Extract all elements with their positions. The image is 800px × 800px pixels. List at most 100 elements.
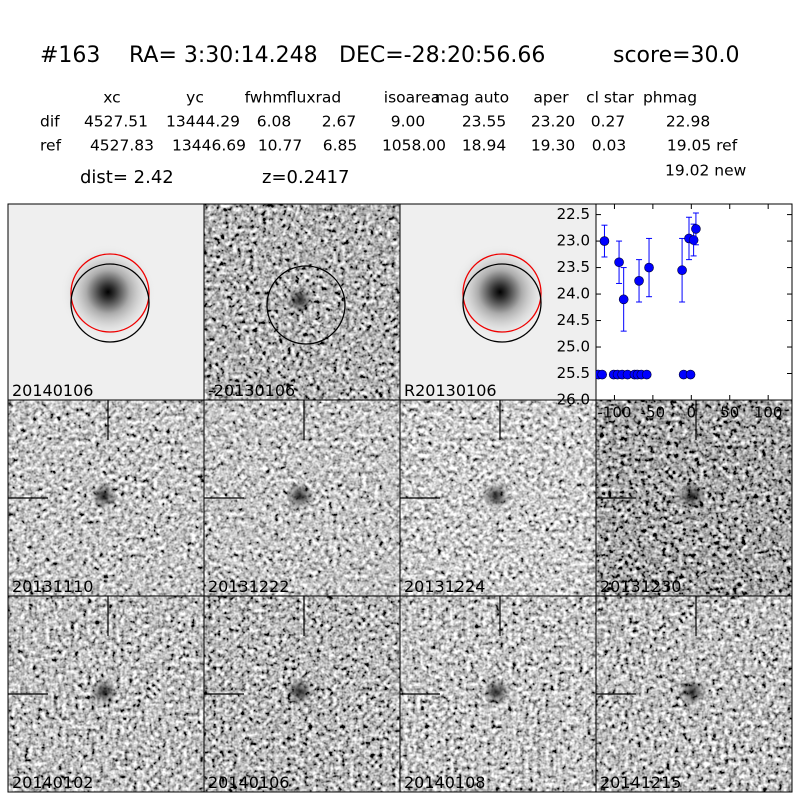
y-tick-label: 24.0 [557, 285, 590, 303]
ra: RA= 3:30:14.248 [129, 43, 318, 68]
image-panel: R20130106 [399, 203, 597, 401]
panel-label: R20130106 [404, 381, 497, 400]
aperture-ref [462, 253, 542, 333]
y-tick-label: 25.0 [557, 338, 590, 356]
panel-label: 20131224 [404, 577, 485, 596]
point [688, 235, 699, 245]
panel-label: 20141215 [600, 773, 681, 792]
image-panel: 20140106 [7, 203, 205, 401]
y-tick-label: 24.5 [557, 311, 590, 329]
table-cell: 6.85 [323, 137, 358, 155]
source [90, 678, 118, 706]
redshift: z=0.2417 [262, 167, 350, 188]
row-label: dif [40, 113, 60, 131]
phmag-new: 19.02 new [665, 162, 747, 180]
row-label: ref [40, 137, 62, 155]
table-cell: 22.98 [666, 113, 710, 131]
column-header: fluxrad [287, 89, 341, 107]
table-cell: 13444.29 [166, 113, 240, 131]
x-tick-label: 50 [720, 404, 739, 422]
source [286, 286, 314, 314]
source [90, 482, 118, 510]
source [482, 482, 510, 510]
panel-label: 20131222 [208, 577, 289, 596]
panel-label: -20130106 [208, 381, 295, 400]
table-cell: 1058.00 [382, 137, 446, 155]
aperture [462, 263, 542, 343]
image-panel: 20131110 [7, 399, 205, 597]
point [599, 236, 610, 246]
source [678, 678, 706, 706]
galaxy [452, 244, 548, 340]
point [597, 369, 607, 380]
plot [596, 212, 701, 380]
y-tick-label: 23.5 [557, 258, 590, 276]
table-cell: 9.00 [391, 113, 426, 131]
table-cell: 18.94 [462, 137, 506, 155]
table-cell: 0.27 [591, 113, 626, 131]
panel-label: 20131230 [600, 577, 681, 596]
x-tick-label: 0 [687, 404, 697, 422]
panel-label: 20131110 [12, 577, 93, 596]
table-cell: 13446.69 [172, 137, 246, 155]
table-cell: 6.08 [257, 113, 292, 131]
column-header: isoarea [384, 89, 440, 107]
column-header: cl star [586, 89, 634, 107]
table-cell: 23.20 [531, 113, 575, 131]
source [678, 482, 706, 510]
image-panel: 20140108 [399, 595, 597, 793]
table-cell: 19.05 ref [667, 137, 738, 155]
dec: DEC=-28:20:56.66 [339, 43, 545, 68]
column-header: yc [186, 89, 204, 107]
table-cell: 19.30 [531, 137, 575, 155]
aperture [266, 265, 346, 345]
image-panel: 20131222 [203, 399, 401, 597]
column-header: mag auto [435, 89, 509, 107]
point [614, 257, 624, 268]
image-panel: 20131230 [595, 399, 793, 597]
dist: dist= 2.42 [80, 167, 174, 188]
table-cell: 4527.51 [84, 113, 148, 131]
column-header: aper [533, 89, 569, 107]
source [286, 678, 314, 706]
y-tick-label: 26.0 [557, 391, 590, 409]
table-cell: 0.03 [592, 137, 627, 155]
image-panel: 20140106 [203, 595, 401, 793]
panel-label: 20140106 [208, 773, 289, 792]
column-header: phmag [643, 89, 697, 107]
source [286, 482, 314, 510]
galaxy [60, 244, 156, 340]
y-tick-label: 25.5 [557, 364, 590, 382]
panel-label: 20140108 [404, 773, 485, 792]
table-cell: 4527.83 [90, 137, 154, 155]
table-cell: 10.77 [258, 137, 302, 155]
header: #163 RA= 3:30:14.248 DEC=-28:20:56.66 sc… [40, 43, 747, 188]
point [677, 265, 687, 276]
panel-frame [595, 595, 793, 793]
panel-label: 20140102 [12, 773, 93, 792]
aperture-ref [70, 253, 150, 333]
point [644, 262, 654, 273]
image-panel: 20140102 [7, 595, 205, 793]
source [482, 678, 510, 706]
image-panel: 20131224 [399, 399, 597, 597]
object-id: #163 [40, 43, 100, 68]
point [618, 294, 629, 305]
aperture [70, 263, 150, 343]
y-tick-label: 22.5 [557, 205, 590, 223]
y-tick-label: 23.0 [557, 232, 590, 250]
point [641, 369, 652, 380]
point [685, 369, 696, 380]
table-cell: 2.67 [322, 113, 357, 131]
image-panel: 20141215 [595, 595, 793, 793]
x-tick-label: 100 [754, 404, 783, 422]
panel-label: 20140106 [12, 381, 93, 400]
image-panel: -20130106 [203, 203, 401, 401]
score: score=30.0 [613, 43, 740, 68]
x-tick-label: -100 [597, 404, 631, 422]
table-cell: 23.55 [462, 113, 506, 131]
column-header: xc [103, 89, 120, 107]
point [634, 276, 644, 286]
x-tick-label: -50 [641, 404, 666, 422]
